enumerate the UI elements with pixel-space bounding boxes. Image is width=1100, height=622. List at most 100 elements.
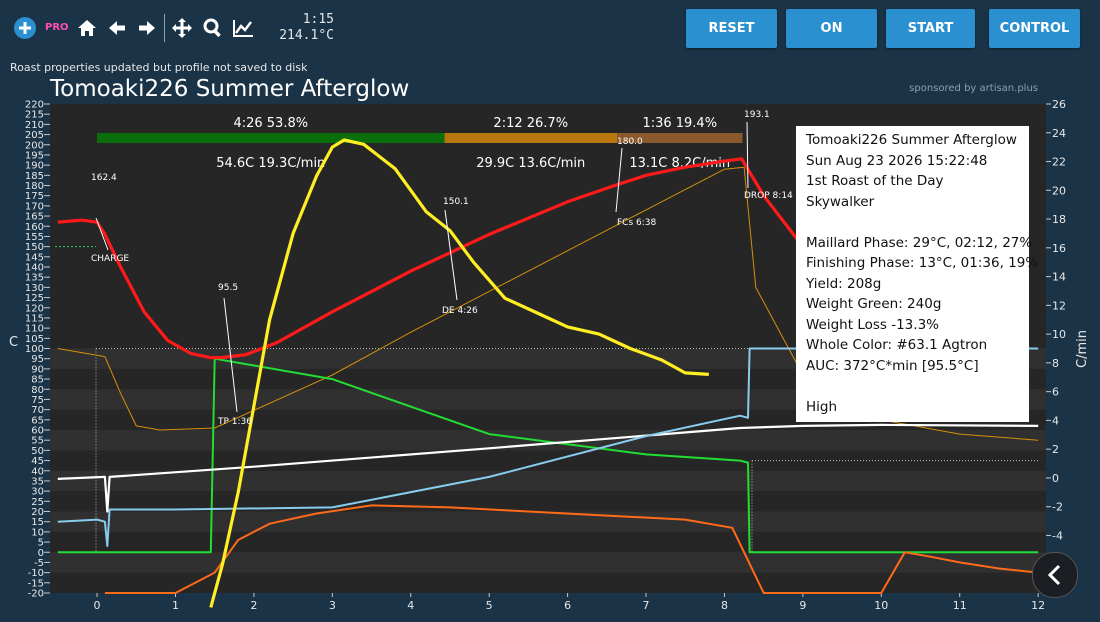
fcs-label: FCs 6:38 [617, 218, 656, 228]
info-line: Skywalker [806, 193, 875, 210]
on-button[interactable]: ON [786, 9, 877, 48]
info-line: Whole Color: #63.1 Agtron [806, 337, 988, 353]
series-lines [57, 138, 1039, 608]
plus-icon[interactable] [12, 14, 38, 42]
y-tick-label: 145 [25, 252, 44, 263]
x-tick-label: 4 [407, 599, 414, 612]
y2-tick-label: 6 [1052, 386, 1059, 399]
y-tick-label: 85 [31, 375, 44, 386]
y2-tick-label: -4 [1052, 529, 1063, 542]
toolbar: PRO 1:15 214.1°C RESET ON START CONTROL [0, 0, 1100, 58]
info-line: Finishing Phase: 13°C, 01:36, 19% [806, 255, 1039, 271]
lcd-time: 1:15 [302, 12, 334, 27]
zoom-icon[interactable] [202, 14, 224, 42]
toolbar-separator [164, 14, 165, 42]
y-tick-label: 150 [25, 242, 44, 253]
y2-tick-label: 16 [1052, 242, 1066, 255]
y2-tick-label: 20 [1052, 184, 1066, 197]
info-line: Maillard Phase: 29°C, 02:12, 27% [806, 234, 1033, 251]
start-button[interactable]: START [886, 9, 975, 48]
x-tick-label: 9 [799, 599, 806, 612]
y-tick-label: 125 [25, 293, 44, 304]
x-tick-label: 6 [564, 599, 571, 612]
y-tick-label: 120 [25, 303, 44, 314]
x-tick-label: 7 [643, 599, 650, 612]
tp-label: TP 1:36 [217, 417, 252, 427]
y-tick-label: 195 [25, 150, 44, 161]
y-tick-label: 175 [25, 191, 44, 202]
phase-stats-label: 54.6C 19.3C/min [216, 156, 325, 171]
info-line: Weight Loss -13.3% [806, 316, 939, 333]
reference-lines [55, 246, 1040, 553]
y-tick-label: 10 [31, 527, 44, 538]
y-tick-label: 40 [31, 466, 44, 477]
x-tick-label: 3 [329, 599, 336, 612]
grid-band [50, 430, 1046, 451]
control-button[interactable]: CONTROL [989, 9, 1080, 48]
collapse-panel-button[interactable] [1032, 552, 1078, 598]
info-line [806, 212, 1019, 233]
y-tick-label: 155 [25, 232, 44, 243]
lcd-readout: 1:15 214.1°C [262, 12, 334, 44]
y-tick-label: -10 [28, 568, 44, 579]
y-tick-label: -5 [34, 558, 44, 569]
home-icon[interactable] [76, 14, 98, 42]
de-label: DE 4:26 [442, 306, 478, 316]
phase-bar: 4:26 53.8% 54.6C 19.3C/min 2:12 26.7% 29.9C… [97, 116, 743, 171]
phase-stats-label: 13.1C 8.2C/min [629, 156, 730, 171]
y-tick-label: 205 [25, 130, 44, 141]
info-line: 1st Roast of the Day [806, 173, 944, 189]
y-tick-label: 30 [31, 487, 44, 498]
series-green [57, 357, 1039, 554]
y-tick-label: 110 [25, 324, 44, 335]
x-tick-label: 2 [250, 599, 257, 612]
roast-info-box[interactable]: Tomoaki226 Summer Afterglow Sun Aug 23 20… [796, 126, 1039, 422]
move-icon[interactable] [171, 14, 193, 42]
phase-duration-label: 2:12 26.7% [493, 116, 568, 131]
arrow-left-icon[interactable] [106, 14, 128, 42]
sponsor-text: sponsored by artisan.plus [909, 83, 1038, 94]
info-line: AUC: 372°C*min [95.5°C] [806, 357, 979, 374]
annotation-leader [615, 147, 623, 213]
phase-duration-label: 1:36 19.4% [642, 116, 717, 131]
x-tick-label: 11 [953, 599, 967, 612]
y-tick-label: 185 [25, 171, 44, 182]
annotation-leader [444, 209, 458, 301]
phase-segment [617, 133, 743, 143]
drop-label: DROP 8:14 [744, 191, 793, 201]
lcd-temperature: 214.1°C [279, 28, 334, 43]
y-tick-label: 25 [31, 497, 44, 508]
x-tick-label: 12 [1031, 599, 1045, 612]
y-tick-label: 220 [25, 100, 44, 111]
y-tick-label: 215 [25, 110, 44, 121]
line-chart-icon[interactable] [231, 14, 255, 42]
chevron-left-icon [1047, 564, 1061, 586]
event-annotations: 162.4 CHARGE 95.5 TP 1:36 150.1 DE 4:26 180.0 F… [91, 110, 793, 427]
y-tick-label: 105 [25, 334, 44, 345]
charge-label: CHARGE [91, 254, 129, 264]
arrow-right-icon[interactable] [136, 14, 158, 42]
y-tick-label: 75 [31, 395, 44, 406]
de-temp-label: 150.1 [443, 197, 469, 207]
info-line: Tomoaki226 Summer Afterglow [806, 132, 1017, 148]
pro-badge: PRO [45, 22, 69, 33]
y2-tick-label: 26 [1052, 98, 1066, 111]
y-tick-label: 45 [31, 456, 44, 467]
annotation-leader [223, 297, 238, 413]
y-axis-label: C [9, 335, 18, 350]
y-tick-label: 65 [31, 415, 44, 426]
y-tick-label: 5 [38, 538, 44, 549]
y-tick-label: 90 [31, 364, 44, 375]
series-fan [57, 347, 1039, 548]
annotation-leader [746, 121, 749, 189]
phase-duration-label: 4:26 53.8% [233, 116, 308, 131]
y2-tick-label: 12 [1052, 299, 1066, 312]
info-line: High [806, 398, 838, 415]
y-tick-label: 165 [25, 212, 44, 223]
y-tick-label: 35 [31, 476, 44, 487]
y-tick-label: 135 [25, 273, 44, 284]
y-tick-label: 200 [25, 140, 44, 151]
reset-button[interactable]: RESET [686, 9, 777, 48]
x-tick-label: 5 [486, 599, 493, 612]
x-tick-label: 8 [721, 599, 728, 612]
